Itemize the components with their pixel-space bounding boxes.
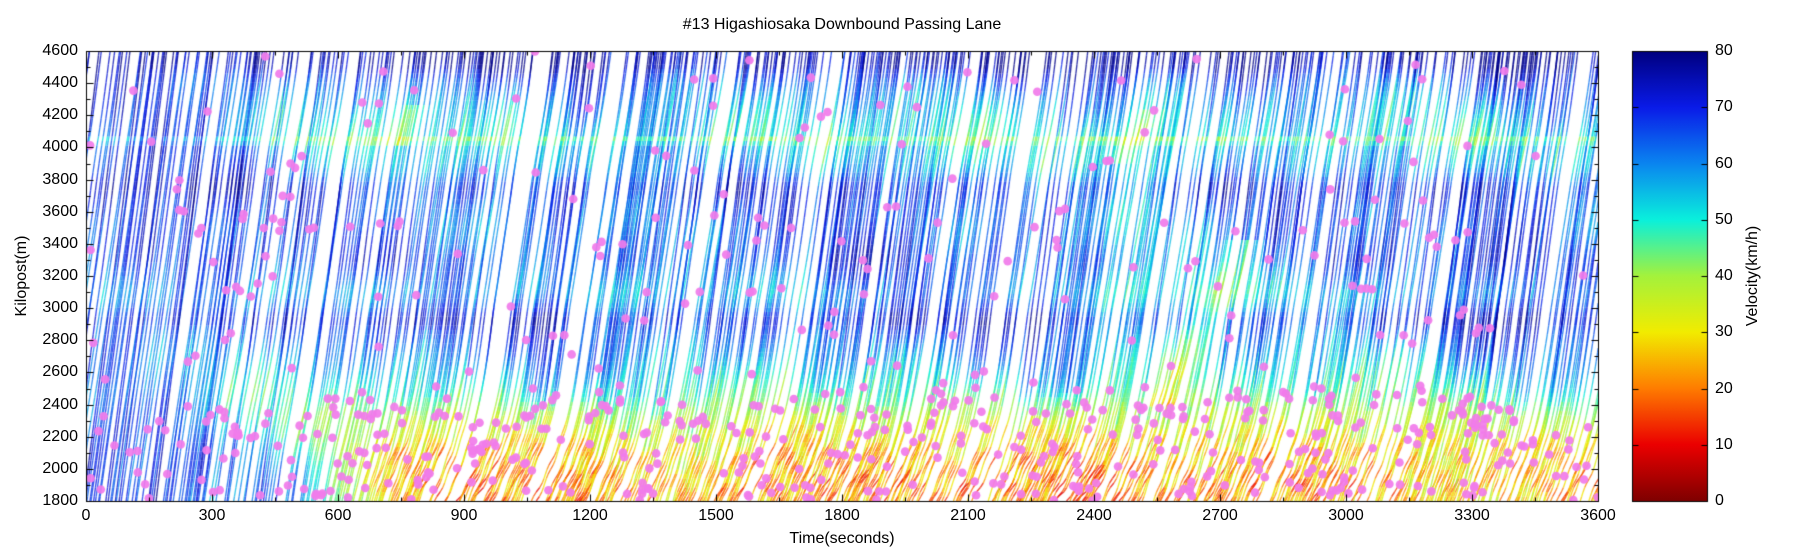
x-tick-label: 0	[81, 507, 91, 524]
y-tick-label: 1800	[42, 492, 78, 509]
colorbar-tick-label: 40	[1715, 267, 1733, 284]
colorbar-tick-label: 10	[1715, 435, 1733, 453]
y-tick-label: 4000	[42, 138, 78, 156]
y-tick-label: 2400	[42, 395, 78, 413]
y-tick-label: 3200	[42, 267, 78, 284]
x-tick-label: 600	[324, 507, 352, 524]
y-tick-label: 2600	[42, 363, 78, 381]
y-tick-label: 4400	[42, 74, 78, 92]
colorbar-tick-label: 50	[1715, 210, 1733, 228]
colorbar-tick-label: 30	[1715, 323, 1733, 341]
x-tick-label: 2100	[950, 507, 986, 524]
y-tick-label: 3000	[42, 299, 78, 317]
y-tick-label: 3800	[42, 170, 78, 188]
x-tick-label: 2400	[1076, 507, 1112, 524]
colorbar-tick-label: 20	[1715, 379, 1733, 397]
y-tick-label: 2200	[42, 427, 78, 445]
x-tick-label: 1800	[824, 507, 860, 524]
colorbar-tick-label: 60	[1715, 154, 1733, 172]
x-tick-label: 300	[198, 507, 226, 524]
colorbar-tick-label: 70	[1715, 98, 1733, 116]
chart-title: #13 Higashiosaka Downbound Passing Lane	[682, 16, 1002, 33]
y-tick-label: 3600	[42, 202, 78, 220]
x-tick-label: 3600	[1580, 507, 1616, 524]
colorbar-tick-label: 0	[1715, 492, 1724, 509]
y-tick-label: 4600	[42, 42, 78, 59]
y-tick-label: 2000	[42, 459, 78, 477]
x-tick-label: 1500	[698, 507, 734, 524]
y-tick-label: 2800	[42, 331, 78, 349]
x-tick-label: 900	[450, 507, 478, 524]
x-tick-label: 3300	[1454, 507, 1490, 524]
x-axis-label: Time(seconds)	[789, 530, 895, 547]
x-tick-label: 2700	[1202, 507, 1238, 524]
x-tick-label: 3000	[1328, 507, 1364, 524]
x-tick-label: 1200	[572, 507, 608, 524]
y-tick-label: 4200	[42, 106, 78, 124]
colorbar-tick-label: 80	[1715, 42, 1733, 59]
y-tick-label: 3400	[42, 234, 78, 252]
